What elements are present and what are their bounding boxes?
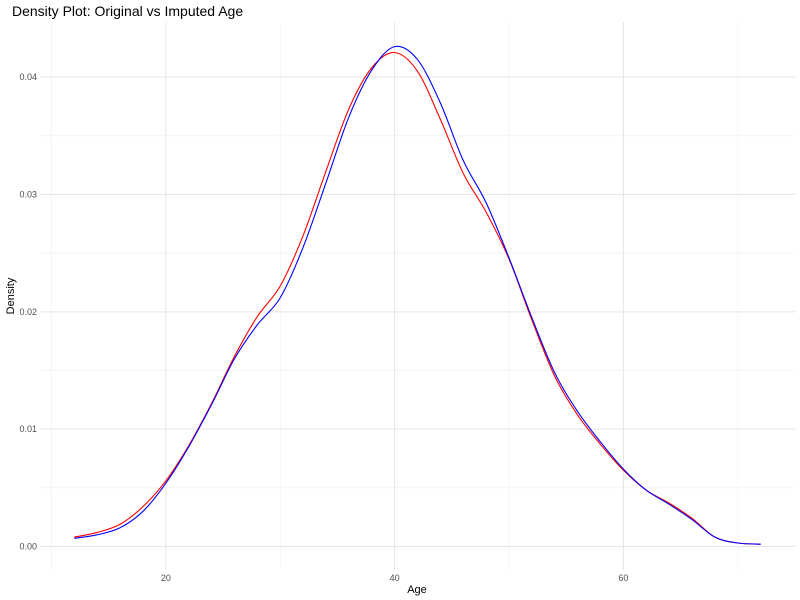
imputed-age-density-line	[74, 45, 761, 545]
y-axis-label: Density	[5, 277, 17, 314]
x-tick-label: 40	[390, 573, 400, 583]
grid	[40, 22, 795, 570]
chart-title: Density Plot: Original vs Imputed Age	[12, 3, 243, 19]
x-axis-ticks: 20 40 60	[161, 573, 629, 583]
x-tick-label: 60	[618, 573, 628, 583]
y-tick-label: 0.00	[19, 542, 37, 552]
original-age-density-line	[74, 51, 761, 545]
x-tick-label: 20	[161, 573, 171, 583]
series-lines	[74, 45, 761, 545]
y-tick-label: 0.04	[19, 72, 37, 82]
y-tick-label: 0.01	[19, 424, 37, 434]
y-tick-label: 0.02	[19, 307, 37, 317]
y-tick-label: 0.03	[19, 189, 37, 199]
y-axis-ticks: 0.00 0.01 0.02 0.03 0.04	[19, 72, 37, 551]
x-axis-label: Age	[407, 584, 427, 596]
